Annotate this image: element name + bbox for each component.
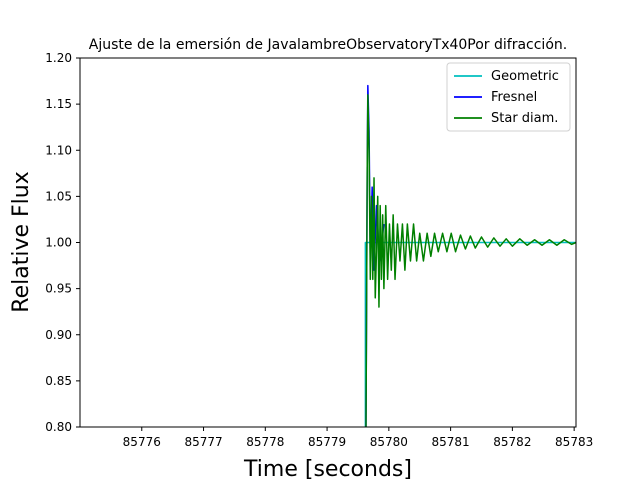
- x-tick-label: 85779: [308, 435, 346, 449]
- y-tick-label: 0.80: [45, 420, 72, 434]
- x-tick-label: 85783: [555, 435, 593, 449]
- legend-label: Geometric: [491, 69, 559, 84]
- y-tick-label: 0.90: [45, 328, 72, 342]
- plot-area: 85776 85777 85778 85779 85780 85781 85782 85783…: [45, 51, 593, 449]
- y-tick-label: 1.20: [45, 51, 72, 65]
- x-tick-label: 85782: [493, 435, 531, 449]
- y-axis-title: Relative Flux: [9, 171, 34, 312]
- legend-box: [446, 62, 571, 132]
- y-tick-label: 1.15: [45, 97, 72, 111]
- y-tick-label: 1.10: [45, 143, 72, 157]
- y-tick-label: 1.05: [45, 189, 72, 203]
- series-line-geometric: [364, 241, 576, 427]
- y-tick-label: 0.85: [45, 374, 72, 388]
- x-tick-label: 85777: [184, 435, 222, 449]
- x-axis-title: Time [seconds]: [243, 457, 412, 480]
- legend-label: Star diam.: [491, 111, 558, 126]
- x-tick-label: 85780: [370, 435, 408, 449]
- x-tick-label: 85781: [432, 435, 470, 449]
- series-line-star-diam: [365, 94, 576, 427]
- x-tick-label: 85778: [246, 435, 284, 449]
- x-tick-label: 85776: [123, 435, 161, 449]
- chart-title: Ajuste de la emersión de JavalambreObser…: [89, 37, 567, 53]
- legend-label: Fresnel: [491, 90, 537, 105]
- legend: Geometric Fresnel Star diam.: [446, 62, 571, 132]
- y-tick-label: 0.95: [45, 282, 72, 296]
- y-tick-label: 1.00: [45, 236, 72, 250]
